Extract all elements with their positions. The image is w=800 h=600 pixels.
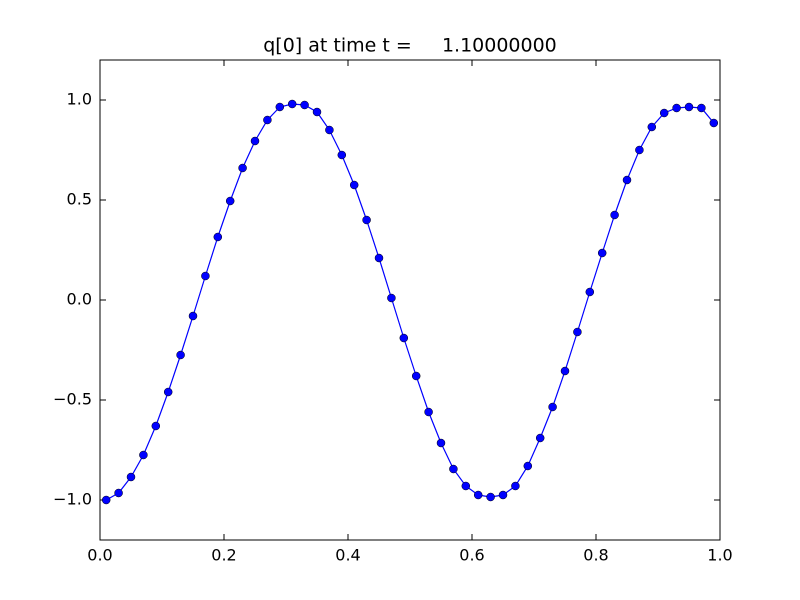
data-point	[312, 107, 322, 117]
data-point	[275, 102, 285, 112]
data-point	[151, 421, 161, 431]
data-point	[473, 490, 483, 500]
x-tick-label: 0.4	[335, 546, 360, 565]
plot-frame	[99, 59, 721, 541]
data-point	[672, 103, 681, 113]
data-point	[573, 327, 582, 337]
data-point	[114, 488, 123, 498]
data-point	[709, 118, 719, 128]
data-point	[250, 136, 260, 146]
y-tick-label: 1.0	[67, 90, 92, 109]
data-point	[213, 232, 223, 242]
data-point	[486, 492, 495, 502]
data-point	[163, 387, 173, 397]
x-tick-label: 1.0	[707, 546, 732, 565]
x-tick-label: 0.2	[211, 546, 236, 565]
data-point	[101, 495, 111, 505]
data-point	[498, 490, 508, 500]
data-point	[399, 333, 409, 343]
data-point	[635, 145, 644, 155]
x-tick-label: 0.6	[459, 546, 484, 565]
data-point	[610, 210, 619, 220]
data-point	[424, 407, 433, 417]
data-point	[684, 102, 694, 112]
data-point	[461, 481, 471, 491]
data-point	[523, 461, 533, 471]
data-point	[374, 253, 384, 263]
data-point	[597, 248, 607, 258]
data-point	[449, 464, 458, 474]
data-point	[126, 472, 136, 482]
data-point	[436, 438, 446, 448]
y-tick-label: −0.5	[53, 390, 92, 409]
x-tick-label: 0.0	[87, 546, 112, 565]
data-point	[387, 293, 396, 303]
data-point	[188, 311, 198, 321]
chart-title: q[0] at time t = 1.10000000	[263, 35, 557, 57]
x-tick-label: 0.8	[583, 546, 608, 565]
data-point	[697, 103, 706, 113]
data-point	[548, 402, 557, 412]
y-tick-label: 0.0	[67, 290, 92, 309]
data-point	[139, 450, 148, 460]
data-point	[622, 175, 632, 185]
data-point	[560, 366, 570, 376]
data-point	[647, 122, 657, 132]
data-point	[362, 215, 371, 225]
data-point	[337, 150, 347, 160]
data-point	[263, 115, 272, 125]
data-point	[300, 100, 309, 110]
data-point	[325, 125, 334, 135]
data-point	[535, 433, 545, 443]
data-point	[201, 271, 210, 281]
data-point	[238, 163, 247, 173]
data-point	[349, 180, 359, 190]
data-point	[659, 108, 669, 118]
data-point	[411, 371, 421, 381]
data-point	[511, 481, 520, 491]
data-point	[225, 196, 235, 206]
data-point	[176, 350, 185, 360]
y-tick-label: −1.0	[53, 490, 92, 509]
y-tick-label: 0.5	[67, 190, 92, 209]
data-point	[585, 287, 595, 297]
data-line	[105, 103, 715, 501]
data-point	[287, 99, 297, 109]
